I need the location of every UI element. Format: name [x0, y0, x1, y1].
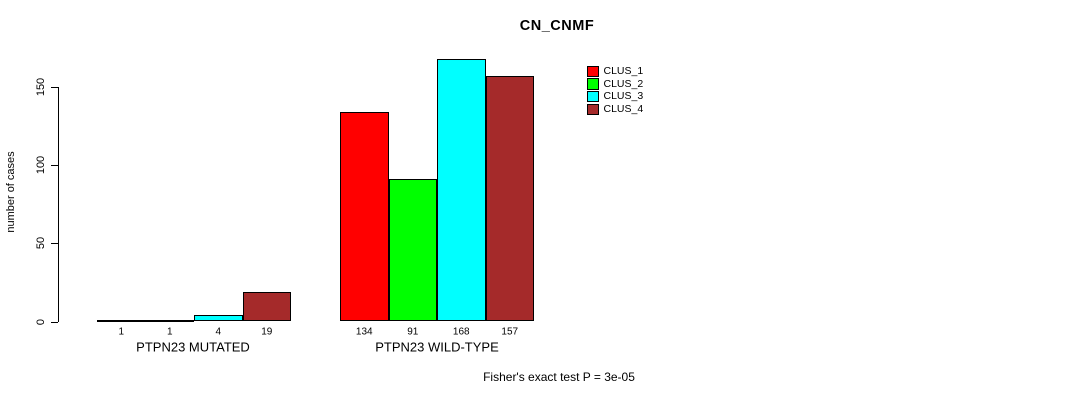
bar-value-label: 91: [407, 326, 419, 337]
chart-title: CN_CNMF: [519, 18, 595, 34]
legend-label: CLUS_3: [603, 90, 644, 103]
bar-clus_1-group1: [97, 319, 146, 322]
bar-value-label: 134: [355, 326, 373, 337]
y-tick-label: 0: [35, 318, 47, 325]
bar-value-label: 157: [501, 326, 519, 337]
y-tick-label: 100: [35, 156, 47, 175]
bar-clus_4-group1: [242, 291, 291, 322]
legend-item-clus_4: CLUS_4: [587, 103, 643, 116]
legend-swatch: [587, 65, 599, 78]
y-axis-title: number of cases: [5, 151, 17, 233]
legend-item-clus_2: CLUS_2: [587, 78, 643, 91]
bar-value-label: 1: [118, 326, 125, 337]
y-tick: [51, 87, 58, 89]
y-tick-label: 150: [35, 78, 47, 97]
legend-label: CLUS_1: [603, 64, 644, 77]
legend-swatch: [587, 78, 599, 90]
bar-value-label: 4: [215, 326, 222, 337]
y-tick-label: 50: [35, 237, 47, 250]
legend-label: CLUS_4: [603, 102, 644, 115]
legend: CLUS_1 CLUS_2 CLUS_3 CLUS_4: [587, 65, 643, 116]
bar-clus_1-group2: [340, 112, 389, 322]
group-label-mutated: PTPN23 MUTATED: [136, 339, 250, 355]
bar-value-label: 19: [261, 326, 273, 337]
legend-label: CLUS_2: [603, 77, 644, 90]
y-axis-line: [58, 87, 59, 322]
y-tick: [51, 243, 58, 245]
legend-item-clus_3: CLUS_3: [587, 90, 643, 103]
legend-item-clus_1: CLUS_1: [587, 65, 643, 78]
bar-clus_2-group1: [145, 319, 194, 322]
bar-clus_2-group2: [388, 179, 437, 322]
bar-value-label: 168: [452, 326, 470, 337]
bar-clus_4-group2: [485, 76, 534, 322]
bar-value-label: 1: [166, 326, 173, 337]
p-value-annotation: Fisher's exact test P = 3e-05: [483, 370, 635, 384]
legend-swatch: [587, 90, 599, 103]
bar-clus_3-group1: [194, 315, 243, 322]
y-tick: [51, 165, 58, 167]
bar-clus_3-group2: [437, 59, 486, 322]
group-label-wild-type: PTPN23 WILD-TYPE: [375, 339, 499, 355]
y-tick: [51, 321, 58, 323]
legend-swatch: [587, 103, 599, 116]
